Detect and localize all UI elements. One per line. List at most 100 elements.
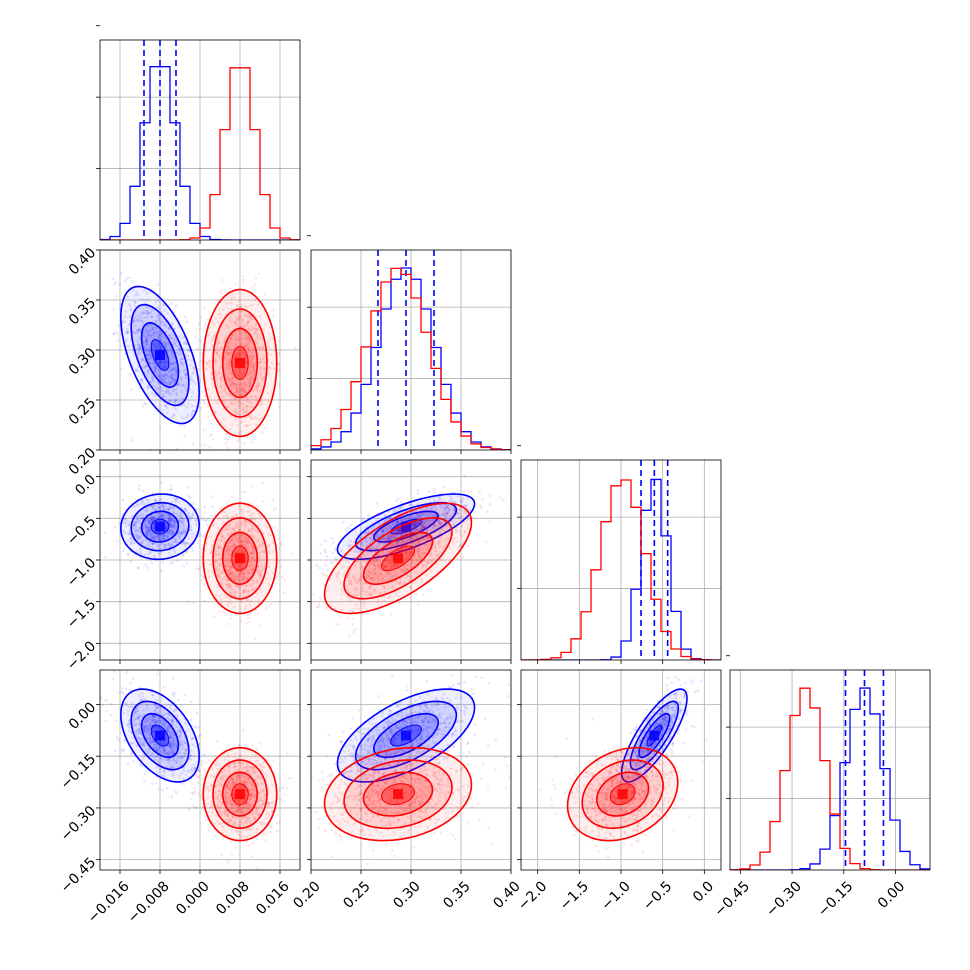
- scatter-point: [154, 344, 157, 348]
- scatter-point: [243, 441, 247, 445]
- scatter-point: [151, 376, 154, 380]
- scatter-point: [146, 349, 149, 353]
- scatter-point: [330, 560, 333, 564]
- scatter-point: [239, 343, 243, 347]
- scatter-point: [187, 511, 190, 515]
- scatter-point: [134, 529, 138, 533]
- scatter-point: [229, 384, 233, 387]
- scatter-point: [210, 371, 213, 375]
- scatter-point: [178, 536, 181, 539]
- scatter-point: [229, 297, 233, 300]
- scatter-point: [169, 399, 173, 403]
- panel-content: [100, 460, 300, 660]
- scatter-point: [179, 361, 182, 365]
- scatter-point: [276, 575, 280, 578]
- scatter-point: [245, 424, 248, 428]
- density-peak-1: [235, 358, 245, 368]
- scatter-point: [121, 320, 124, 323]
- scatter-point: [112, 678, 115, 681]
- scatter-point: [236, 304, 240, 307]
- panel-content: [100, 670, 300, 870]
- scatter-point: [150, 376, 154, 379]
- scatter-point: [144, 309, 148, 313]
- scatter-point: [242, 278, 246, 282]
- scatter-point: [216, 336, 220, 339]
- scatter-point: [183, 315, 187, 318]
- scatter-point: [118, 691, 121, 695]
- scatter-point: [238, 405, 242, 408]
- scatter-point: [155, 385, 159, 389]
- scatter-point: [221, 609, 224, 613]
- scatter-point: [191, 379, 195, 383]
- scatter-point: [164, 374, 168, 377]
- scatter-point: [238, 310, 242, 314]
- scatter-point: [140, 319, 144, 323]
- scatter-point: [246, 323, 249, 327]
- scatter-point: [148, 348, 152, 352]
- scatter-point: [145, 769, 148, 773]
- scatter-point: [196, 367, 200, 371]
- scatter-point: [171, 368, 175, 371]
- scatter-point: [138, 535, 142, 538]
- scatter-point: [162, 363, 165, 367]
- scatter-point: [169, 525, 173, 528]
- scatter-point: [249, 365, 252, 368]
- scatter-point: [133, 304, 136, 308]
- scatter-point: [249, 370, 252, 374]
- scatter-point: [234, 398, 238, 401]
- scatter-point: [148, 531, 152, 534]
- scatter-point: [241, 322, 245, 325]
- y-tick-label: −1.5: [64, 597, 99, 632]
- scatter-point: [132, 541, 136, 545]
- scatter-point: [120, 272, 123, 275]
- scatter-point: [130, 280, 134, 284]
- scatter-point: [189, 363, 192, 367]
- scatter-point: [150, 561, 154, 565]
- scatter-point: [219, 563, 222, 567]
- scatter-point: [141, 320, 145, 324]
- scatter-point: [215, 352, 219, 355]
- scatter-point: [140, 516, 144, 520]
- scatter-point: [246, 569, 249, 573]
- scatter-point: [225, 324, 228, 327]
- scatter-point: [254, 331, 257, 334]
- scatter-point: [146, 371, 150, 375]
- scatter-point: [174, 521, 177, 525]
- scatter-point: [399, 500, 403, 504]
- scatter-point: [172, 549, 176, 552]
- scatter-point: [145, 525, 148, 529]
- histogram-1: [311, 267, 511, 450]
- scatter-point: [351, 617, 355, 621]
- scatter-point: [167, 518, 170, 521]
- scatter-point: [159, 533, 162, 537]
- scatter-point: [218, 308, 222, 311]
- scatter-point: [136, 319, 139, 322]
- scatter-point: [246, 616, 250, 620]
- scatter-point: [153, 504, 157, 507]
- scatter-point: [141, 358, 145, 362]
- scatter-point: [164, 389, 168, 393]
- scatter-point: [225, 363, 229, 367]
- scatter-point: [134, 300, 137, 304]
- scatter-point: [238, 306, 242, 309]
- scatter-point: [199, 359, 203, 363]
- scatter-point: [248, 304, 251, 308]
- scatter-point: [161, 505, 165, 508]
- scatter-point: [164, 373, 168, 376]
- scatter-point: [144, 348, 147, 351]
- scatter-point: [206, 518, 210, 521]
- scatter-point: [224, 337, 227, 341]
- scatter-point: [150, 516, 154, 520]
- scatter-point: [145, 343, 148, 346]
- scatter-point: [167, 508, 171, 511]
- scatter-point: [157, 515, 161, 519]
- scatter-point: [132, 522, 136, 526]
- scatter-point: [231, 381, 234, 384]
- scatter-point: [141, 311, 145, 315]
- scatter-point: [234, 392, 238, 395]
- scatter-point: [167, 516, 171, 520]
- scatter-point: [145, 529, 149, 532]
- scatter-point: [152, 535, 155, 538]
- scatter-point: [259, 401, 263, 404]
- scatter-point: [182, 564, 186, 568]
